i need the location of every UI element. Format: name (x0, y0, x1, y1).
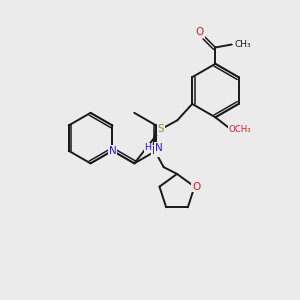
Text: S: S (158, 124, 164, 134)
Text: O: O (196, 27, 204, 37)
Text: N: N (152, 146, 160, 156)
Text: H: H (144, 143, 152, 152)
Text: N: N (109, 146, 116, 156)
Text: O: O (192, 182, 200, 192)
Text: OCH₃: OCH₃ (229, 125, 251, 134)
Text: N: N (155, 143, 162, 153)
Text: CH₃: CH₃ (235, 40, 251, 49)
